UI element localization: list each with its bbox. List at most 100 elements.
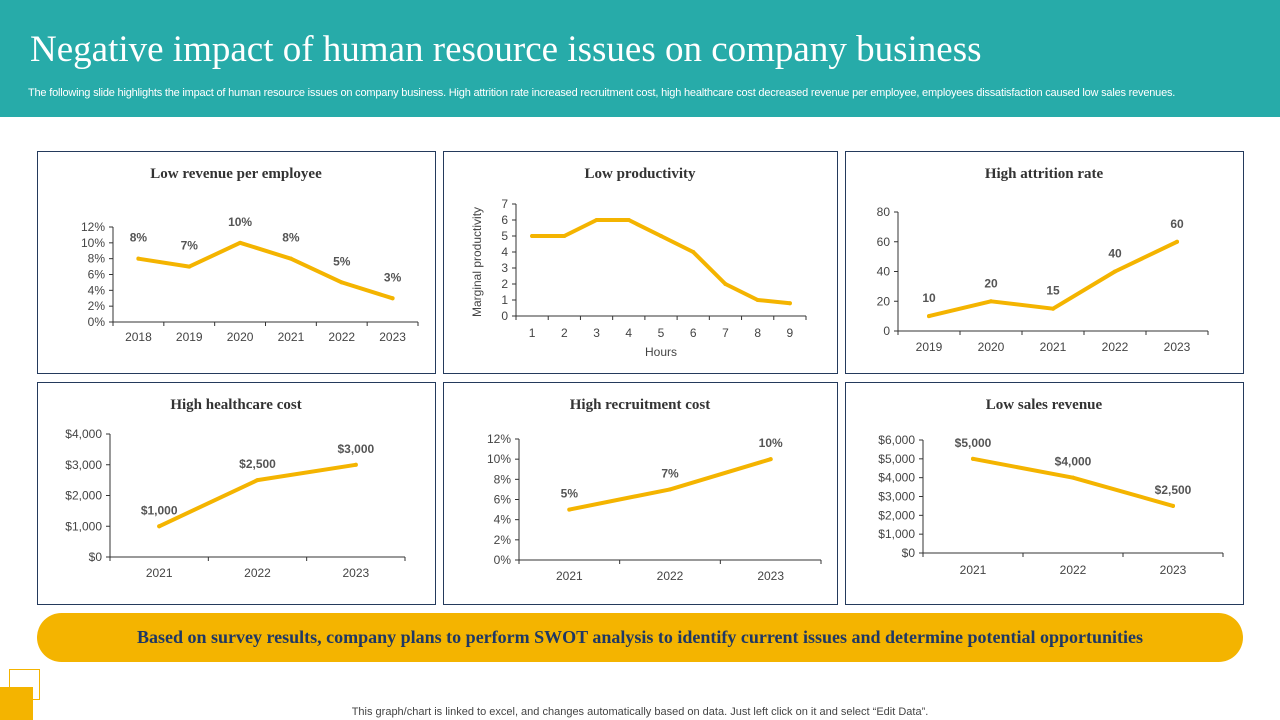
y-tick-label: 12% bbox=[487, 432, 511, 446]
chart-panel-sales-revenue[interactable]: Low sales revenue $0 $1,000 $2,000 $3,000 $4,… bbox=[845, 382, 1244, 605]
data-point[interactable] bbox=[390, 296, 395, 301]
y-tick-label: 4 bbox=[501, 245, 508, 259]
x-tick-label: 2021 bbox=[1040, 340, 1067, 354]
x-tick-label: 7 bbox=[722, 326, 729, 340]
data-point[interactable] bbox=[353, 462, 358, 467]
x-tick-label: 2022 bbox=[657, 569, 684, 583]
data-point[interactable] bbox=[594, 218, 599, 222]
data-point[interactable] bbox=[691, 250, 696, 254]
chart-svg: High recruitment cost 0% 2% 4% 6% 8% 10% 12% 202… bbox=[487, 397, 822, 583]
data-label: $1,000 bbox=[141, 503, 178, 517]
data-point[interactable] bbox=[971, 456, 975, 461]
data-point[interactable] bbox=[989, 299, 993, 304]
x-tick-label: 2023 bbox=[1164, 340, 1191, 354]
y-tick-label: $6,000 bbox=[878, 433, 915, 447]
data-label: 7% bbox=[661, 466, 679, 480]
data-label: 8% bbox=[282, 231, 300, 245]
x-tick-label: 2022 bbox=[244, 566, 271, 580]
chart-panel-recruitment-cost[interactable]: High recruitment cost 0% 2% 4% 6% 8% 10% 12% 202… bbox=[443, 382, 838, 605]
x-tick-label: 2019 bbox=[176, 330, 203, 344]
data-point[interactable] bbox=[567, 507, 572, 512]
data-point[interactable] bbox=[1113, 269, 1117, 274]
x-tick-label: 2023 bbox=[757, 569, 784, 583]
data-label: 10% bbox=[759, 436, 783, 450]
data-point[interactable] bbox=[136, 256, 141, 261]
data-label: $2,500 bbox=[1155, 483, 1192, 497]
chart-title: High healthcare cost bbox=[170, 397, 301, 413]
x-tick-label: 4 bbox=[625, 326, 632, 340]
data-label: $5,000 bbox=[955, 436, 992, 450]
x-tick-label: 2 bbox=[561, 326, 568, 340]
data-label: 5% bbox=[561, 487, 579, 501]
y-tick-label: 80 bbox=[877, 205, 891, 219]
data-point[interactable] bbox=[1171, 503, 1175, 508]
data-point[interactable] bbox=[339, 280, 344, 285]
x-tick-label: 2023 bbox=[1160, 563, 1187, 577]
data-point[interactable] bbox=[626, 218, 631, 222]
y-tick-label: 8% bbox=[88, 252, 106, 266]
y-tick-label: 6% bbox=[88, 268, 106, 282]
data-point[interactable] bbox=[157, 524, 162, 529]
data-label: 40 bbox=[1108, 247, 1122, 261]
data-label: 5% bbox=[333, 254, 351, 268]
page-subtitle: The following slide highlights the impac… bbox=[28, 87, 1176, 99]
x-tick-label: 2018 bbox=[125, 330, 152, 344]
data-point[interactable] bbox=[187, 264, 192, 269]
data-point[interactable] bbox=[1071, 475, 1075, 480]
y-tick-label: 4% bbox=[494, 513, 512, 527]
chart-panel-productivity[interactable]: Low productivity 0 1 2 3 4 5 6 7 1 2 3 4 5 6 7 8 9 Hours Ma… bbox=[443, 151, 838, 374]
y-tick-label: 60 bbox=[877, 235, 891, 249]
y-tick-label: $3,000 bbox=[878, 490, 915, 504]
data-label: 60 bbox=[1170, 217, 1184, 231]
x-tick-label: 2021 bbox=[556, 569, 583, 583]
data-point[interactable] bbox=[927, 314, 931, 319]
data-label: 15 bbox=[1046, 284, 1060, 298]
data-point[interactable] bbox=[755, 298, 760, 302]
chart-title: High attrition rate bbox=[985, 166, 1104, 182]
data-label: 10 bbox=[922, 291, 936, 305]
y-tick-label: $5,000 bbox=[878, 452, 915, 466]
series-line[interactable] bbox=[530, 218, 792, 306]
data-point[interactable] bbox=[288, 256, 293, 261]
chart-panel-healthcare-cost[interactable]: High healthcare cost $0 $1,000 $2,000 $3,000… bbox=[37, 382, 436, 605]
y-tick-label: 0 bbox=[883, 324, 890, 338]
data-point[interactable] bbox=[668, 487, 672, 492]
series-line[interactable] bbox=[136, 240, 395, 301]
x-tick-label: 6 bbox=[690, 326, 697, 340]
data-point[interactable] bbox=[723, 282, 728, 286]
data-point[interactable] bbox=[238, 240, 243, 245]
data-label: 7% bbox=[181, 239, 199, 253]
x-tick-label: 2023 bbox=[379, 330, 406, 344]
y-tick-label: 7 bbox=[501, 197, 508, 211]
y-tick-label: 0% bbox=[88, 315, 106, 329]
data-point[interactable] bbox=[1051, 306, 1055, 311]
chart-panel-revenue-per-employee[interactable]: Low revenue per employee 0% 2% 4% 6% 8% 10% 12%… bbox=[37, 151, 436, 374]
data-point[interactable] bbox=[1175, 239, 1179, 244]
series-line[interactable] bbox=[157, 462, 358, 529]
y-tick-label: $4,000 bbox=[65, 427, 102, 441]
y-tick-label: 6% bbox=[494, 493, 512, 507]
x-tick-label: 2020 bbox=[227, 330, 254, 344]
data-label: $2,500 bbox=[239, 457, 276, 471]
y-tick-label: 10% bbox=[487, 452, 511, 466]
y-tick-label: 0 bbox=[501, 309, 508, 323]
data-label: 8% bbox=[130, 231, 148, 245]
y-tick-label: $2,000 bbox=[878, 508, 915, 522]
series-line[interactable] bbox=[927, 239, 1179, 319]
y-tick-label: 40 bbox=[877, 265, 891, 279]
data-point[interactable] bbox=[659, 234, 663, 238]
data-point[interactable] bbox=[530, 234, 535, 238]
footer-note: This graph/chart is linked to excel, and… bbox=[351, 706, 929, 718]
data-point[interactable] bbox=[255, 478, 260, 483]
data-label: 3% bbox=[384, 270, 402, 284]
data-point[interactable] bbox=[562, 234, 567, 238]
data-point[interactable] bbox=[768, 457, 773, 462]
y-tick-label: 0% bbox=[494, 553, 512, 567]
chart-panel-attrition-rate[interactable]: High attrition rate 0 20 40 60 80 2019 2020 2021… bbox=[845, 151, 1244, 374]
x-tick-label: 2021 bbox=[960, 563, 987, 577]
page-title: Negative impact of human resource issues… bbox=[30, 29, 982, 70]
x-tick-label: 2020 bbox=[978, 340, 1005, 354]
chart-svg: High healthcare cost $0 $1,000 $2,000 $3,000… bbox=[65, 397, 406, 580]
data-point[interactable] bbox=[787, 301, 792, 306]
y-tick-label: $0 bbox=[902, 546, 916, 560]
